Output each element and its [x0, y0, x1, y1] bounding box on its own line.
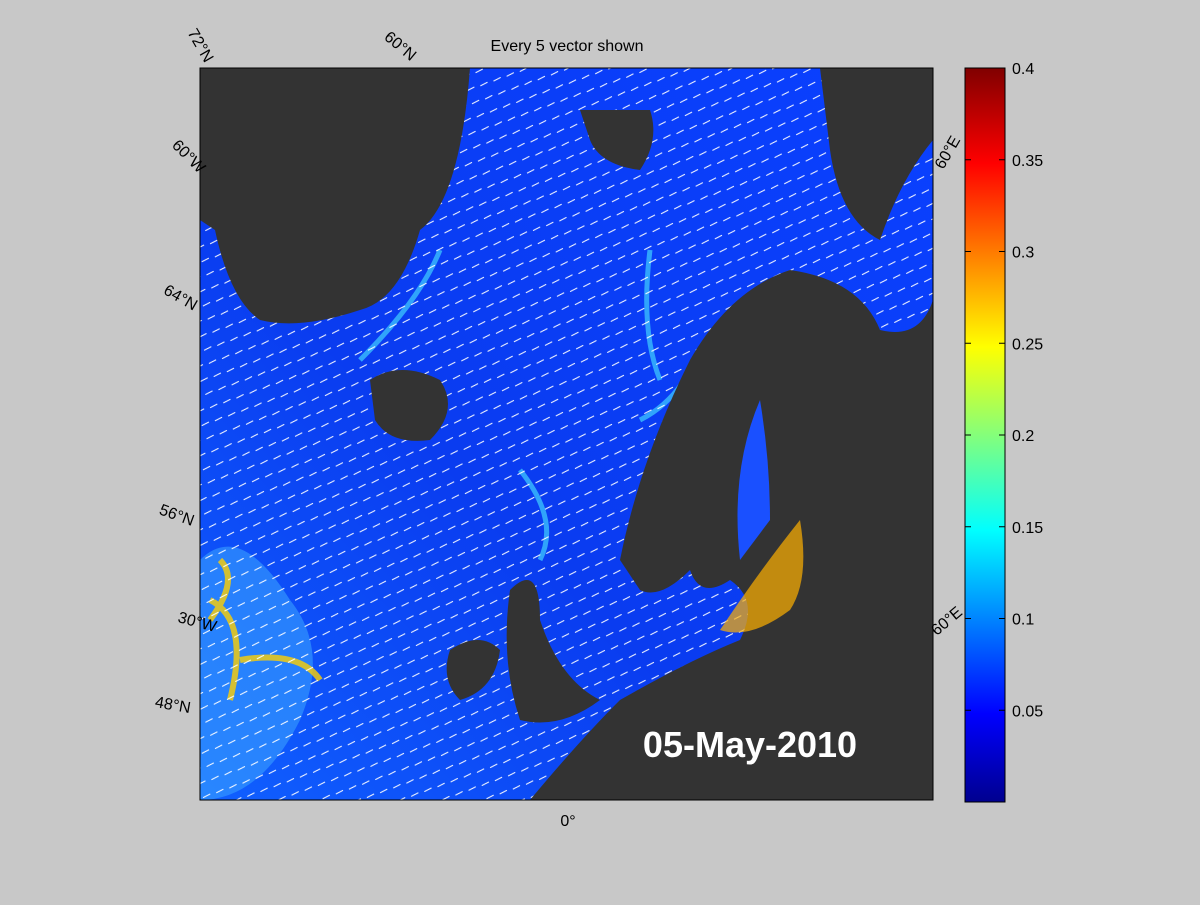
- map: [200, 68, 933, 800]
- graticule-label: 64°N: [161, 282, 200, 315]
- baltic: [737, 400, 770, 560]
- graticule-label: 60°N: [381, 29, 419, 65]
- land-greenland: [200, 68, 470, 324]
- graticule-label: 72°N: [184, 26, 217, 65]
- land-europe: [530, 270, 933, 800]
- colorbar-tick-label: 0.05: [1012, 703, 1043, 720]
- colorbar-tick-label: 0.15: [1012, 520, 1043, 537]
- colorbar: [964, 67, 1006, 803]
- title: Every 5 vector shown: [491, 38, 644, 55]
- land-svalbard: [580, 110, 654, 170]
- colorbar-tick-label: 0.4: [1012, 61, 1034, 78]
- colorbar-tick-label: 0.1: [1012, 612, 1034, 629]
- land-ireland: [446, 640, 500, 700]
- map-frame: [199, 67, 934, 801]
- land-novaya: [820, 68, 933, 240]
- land-britain: [506, 580, 600, 723]
- colorbar-tick-label: 0.35: [1012, 153, 1043, 170]
- land-iceland: [370, 370, 448, 441]
- graticule-label: 48°N: [154, 694, 192, 717]
- date-label: 05-May-2010: [643, 724, 857, 765]
- graticule-label: 60°E: [932, 133, 964, 172]
- graticule-label: 0°: [560, 813, 575, 830]
- graticule-label: 60°E: [928, 604, 966, 639]
- baltic-current: [720, 520, 804, 633]
- graticule-label: 56°N: [157, 502, 196, 530]
- colorbar-tick-label: 0.3: [1012, 245, 1034, 262]
- colorbar-tick-label: 0.25: [1012, 336, 1043, 353]
- colorbar-tick-label: 0.2: [1012, 428, 1034, 445]
